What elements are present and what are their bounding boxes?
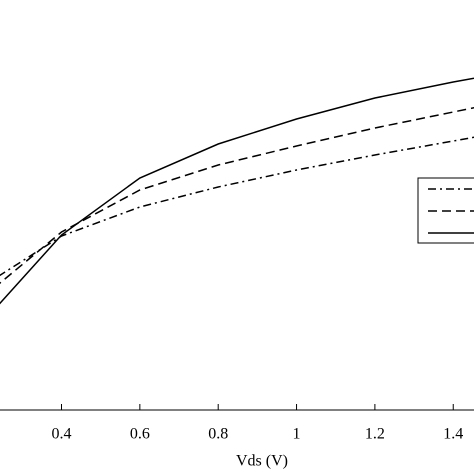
x-tick-label: 0.6 xyxy=(130,426,150,443)
legend xyxy=(417,177,474,244)
x-tick-label: 0.4 xyxy=(52,426,72,443)
x-tick-label: 1.4 xyxy=(443,426,463,443)
x-axis-label: Vds (V) xyxy=(236,453,288,470)
plot-area xyxy=(0,77,474,305)
line-series xyxy=(0,77,474,305)
x-tick-label: 1 xyxy=(293,426,301,443)
x-tick-label: 1.2 xyxy=(365,426,385,443)
x-tick-label: 0.8 xyxy=(208,426,228,443)
line-series xyxy=(0,136,474,277)
line-series xyxy=(0,106,474,284)
